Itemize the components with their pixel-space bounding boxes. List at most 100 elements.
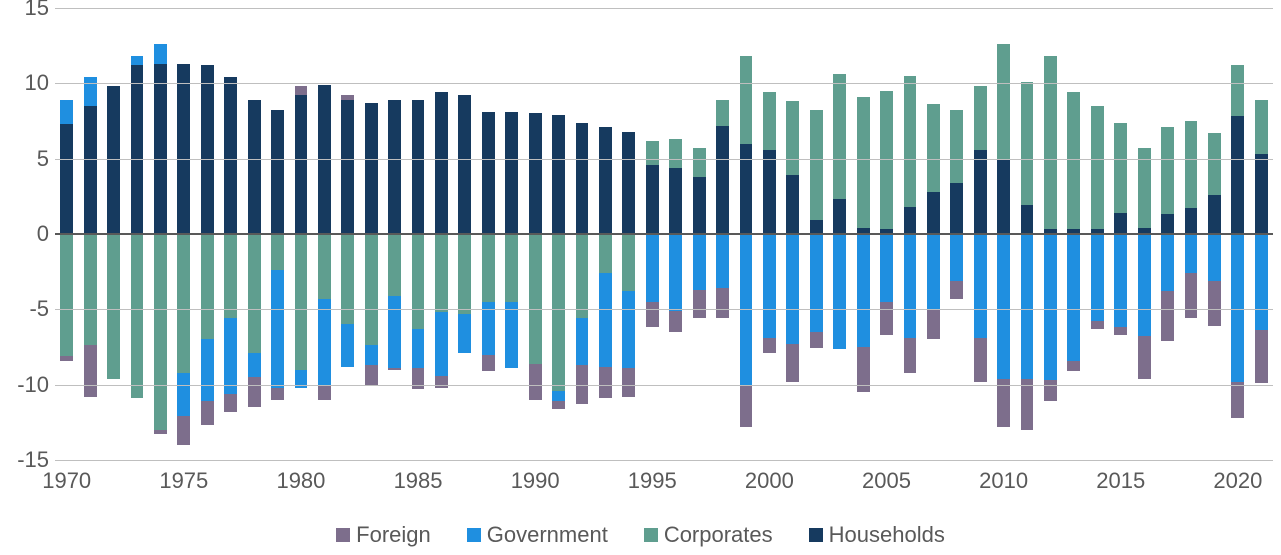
bar-seg-foreign: [154, 430, 167, 435]
bar-seg-households: [365, 103, 378, 234]
bar-seg-government: [1021, 234, 1034, 379]
bar-seg-government: [1255, 234, 1268, 330]
bar-seg-corporates: [295, 234, 308, 370]
bar-seg-corporates: [927, 104, 940, 191]
legend-label: Households: [829, 522, 945, 548]
bar-seg-foreign: [552, 401, 565, 409]
bar-seg-government: [1231, 234, 1244, 382]
bar-seg-foreign: [341, 95, 354, 100]
bar-seg-government: [1161, 234, 1174, 291]
bar-seg-government: [341, 324, 354, 366]
bar-seg-households: [435, 92, 448, 234]
bar-seg-corporates: [599, 234, 612, 273]
bar-seg-households: [1161, 214, 1174, 234]
bar-seg-government: [1091, 234, 1104, 321]
bar-seg-households: [646, 165, 659, 234]
bar-seg-households: [529, 113, 542, 234]
bar-seg-foreign: [786, 344, 799, 382]
bar-seg-households: [599, 127, 612, 234]
bar-seg-foreign: [693, 290, 706, 319]
bar-seg-corporates: [622, 234, 635, 291]
plot-area: [55, 8, 1273, 460]
bar-seg-households: [482, 112, 495, 234]
bar-seg-households: [224, 77, 237, 234]
bar-seg-government: [786, 234, 799, 344]
bar-seg-households: [60, 124, 73, 234]
bar-seg-corporates: [950, 110, 963, 182]
legend-label: Corporates: [664, 522, 773, 548]
bar-seg-corporates: [365, 234, 378, 345]
bar-seg-households: [131, 65, 144, 234]
bar-seg-households: [786, 175, 799, 234]
gridline: [55, 309, 1273, 310]
gridline: [55, 385, 1273, 386]
bar-seg-corporates: [1067, 92, 1080, 229]
bar-seg-households: [271, 110, 284, 234]
bar-seg-households: [107, 86, 120, 234]
bar-seg-foreign: [482, 355, 495, 372]
bar-seg-government: [1044, 234, 1057, 380]
bar-seg-foreign: [669, 311, 682, 332]
bar-seg-corporates: [1021, 82, 1034, 206]
bar-seg-foreign: [1161, 291, 1174, 341]
x-tick-label: 2010: [979, 468, 1028, 494]
bar-seg-foreign: [1114, 327, 1127, 335]
bar-seg-households: [576, 123, 589, 234]
bar-seg-foreign: [1231, 382, 1244, 418]
bar-seg-government: [974, 234, 987, 338]
bar-seg-foreign: [950, 281, 963, 299]
bar-seg-households: [950, 183, 963, 234]
bar-seg-corporates: [576, 234, 589, 318]
legend-swatch: [336, 528, 350, 542]
bar-seg-government: [60, 100, 73, 124]
bar-seg-government: [412, 329, 425, 368]
x-tick-label: 1990: [511, 468, 560, 494]
bar-seg-foreign: [599, 367, 612, 399]
bar-seg-corporates: [857, 97, 870, 228]
bar-seg-households: [1021, 205, 1034, 234]
bar-seg-foreign: [224, 394, 237, 412]
bar-seg-households: [177, 64, 190, 234]
bar-seg-households: [740, 144, 753, 234]
legend-item-government: Government: [467, 522, 608, 548]
bar-seg-foreign: [318, 386, 331, 400]
bar-seg-corporates: [388, 234, 401, 296]
bar-seg-corporates: [154, 234, 167, 430]
bar-seg-households: [1231, 116, 1244, 234]
bar-seg-government: [505, 302, 518, 368]
bar-seg-government: [1114, 234, 1127, 327]
legend-swatch: [809, 528, 823, 542]
bar-seg-corporates: [693, 148, 706, 177]
bar-seg-government: [248, 353, 261, 377]
bar-seg-households: [1185, 208, 1198, 234]
bar-seg-foreign: [1208, 281, 1221, 326]
bar-seg-government: [669, 234, 682, 311]
sector-balances-chart: -15-10-5051015 1970197519801985199019952…: [0, 0, 1281, 555]
gridline: [55, 159, 1273, 160]
bar-seg-corporates: [248, 234, 261, 353]
bar-seg-households: [716, 126, 729, 234]
bar-seg-corporates: [997, 44, 1010, 159]
bar-seg-corporates: [177, 234, 190, 373]
bar-seg-foreign: [388, 368, 401, 370]
bar-seg-foreign: [810, 332, 823, 349]
bar-seg-households: [810, 220, 823, 234]
bar-seg-corporates: [1044, 56, 1057, 229]
bar-seg-households: [458, 95, 471, 234]
bar-seg-government: [435, 312, 448, 375]
bar-seg-corporates: [552, 234, 565, 391]
bar-seg-government: [177, 373, 190, 417]
bar-seg-government: [693, 234, 706, 290]
bar-seg-government: [950, 234, 963, 281]
legend: ForeignGovernmentCorporatesHouseholds: [0, 522, 1281, 548]
x-tick-label: 2020: [1213, 468, 1262, 494]
bar-seg-government: [927, 234, 940, 309]
bar-seg-corporates: [810, 110, 823, 220]
y-tick-label: 10: [4, 70, 49, 96]
x-tick-label: 1985: [394, 468, 443, 494]
bar-seg-households: [341, 100, 354, 234]
bar-seg-government: [131, 56, 144, 65]
bar-seg-corporates: [271, 234, 284, 270]
bar-seg-foreign: [622, 368, 635, 397]
bar-seg-government: [646, 234, 659, 302]
